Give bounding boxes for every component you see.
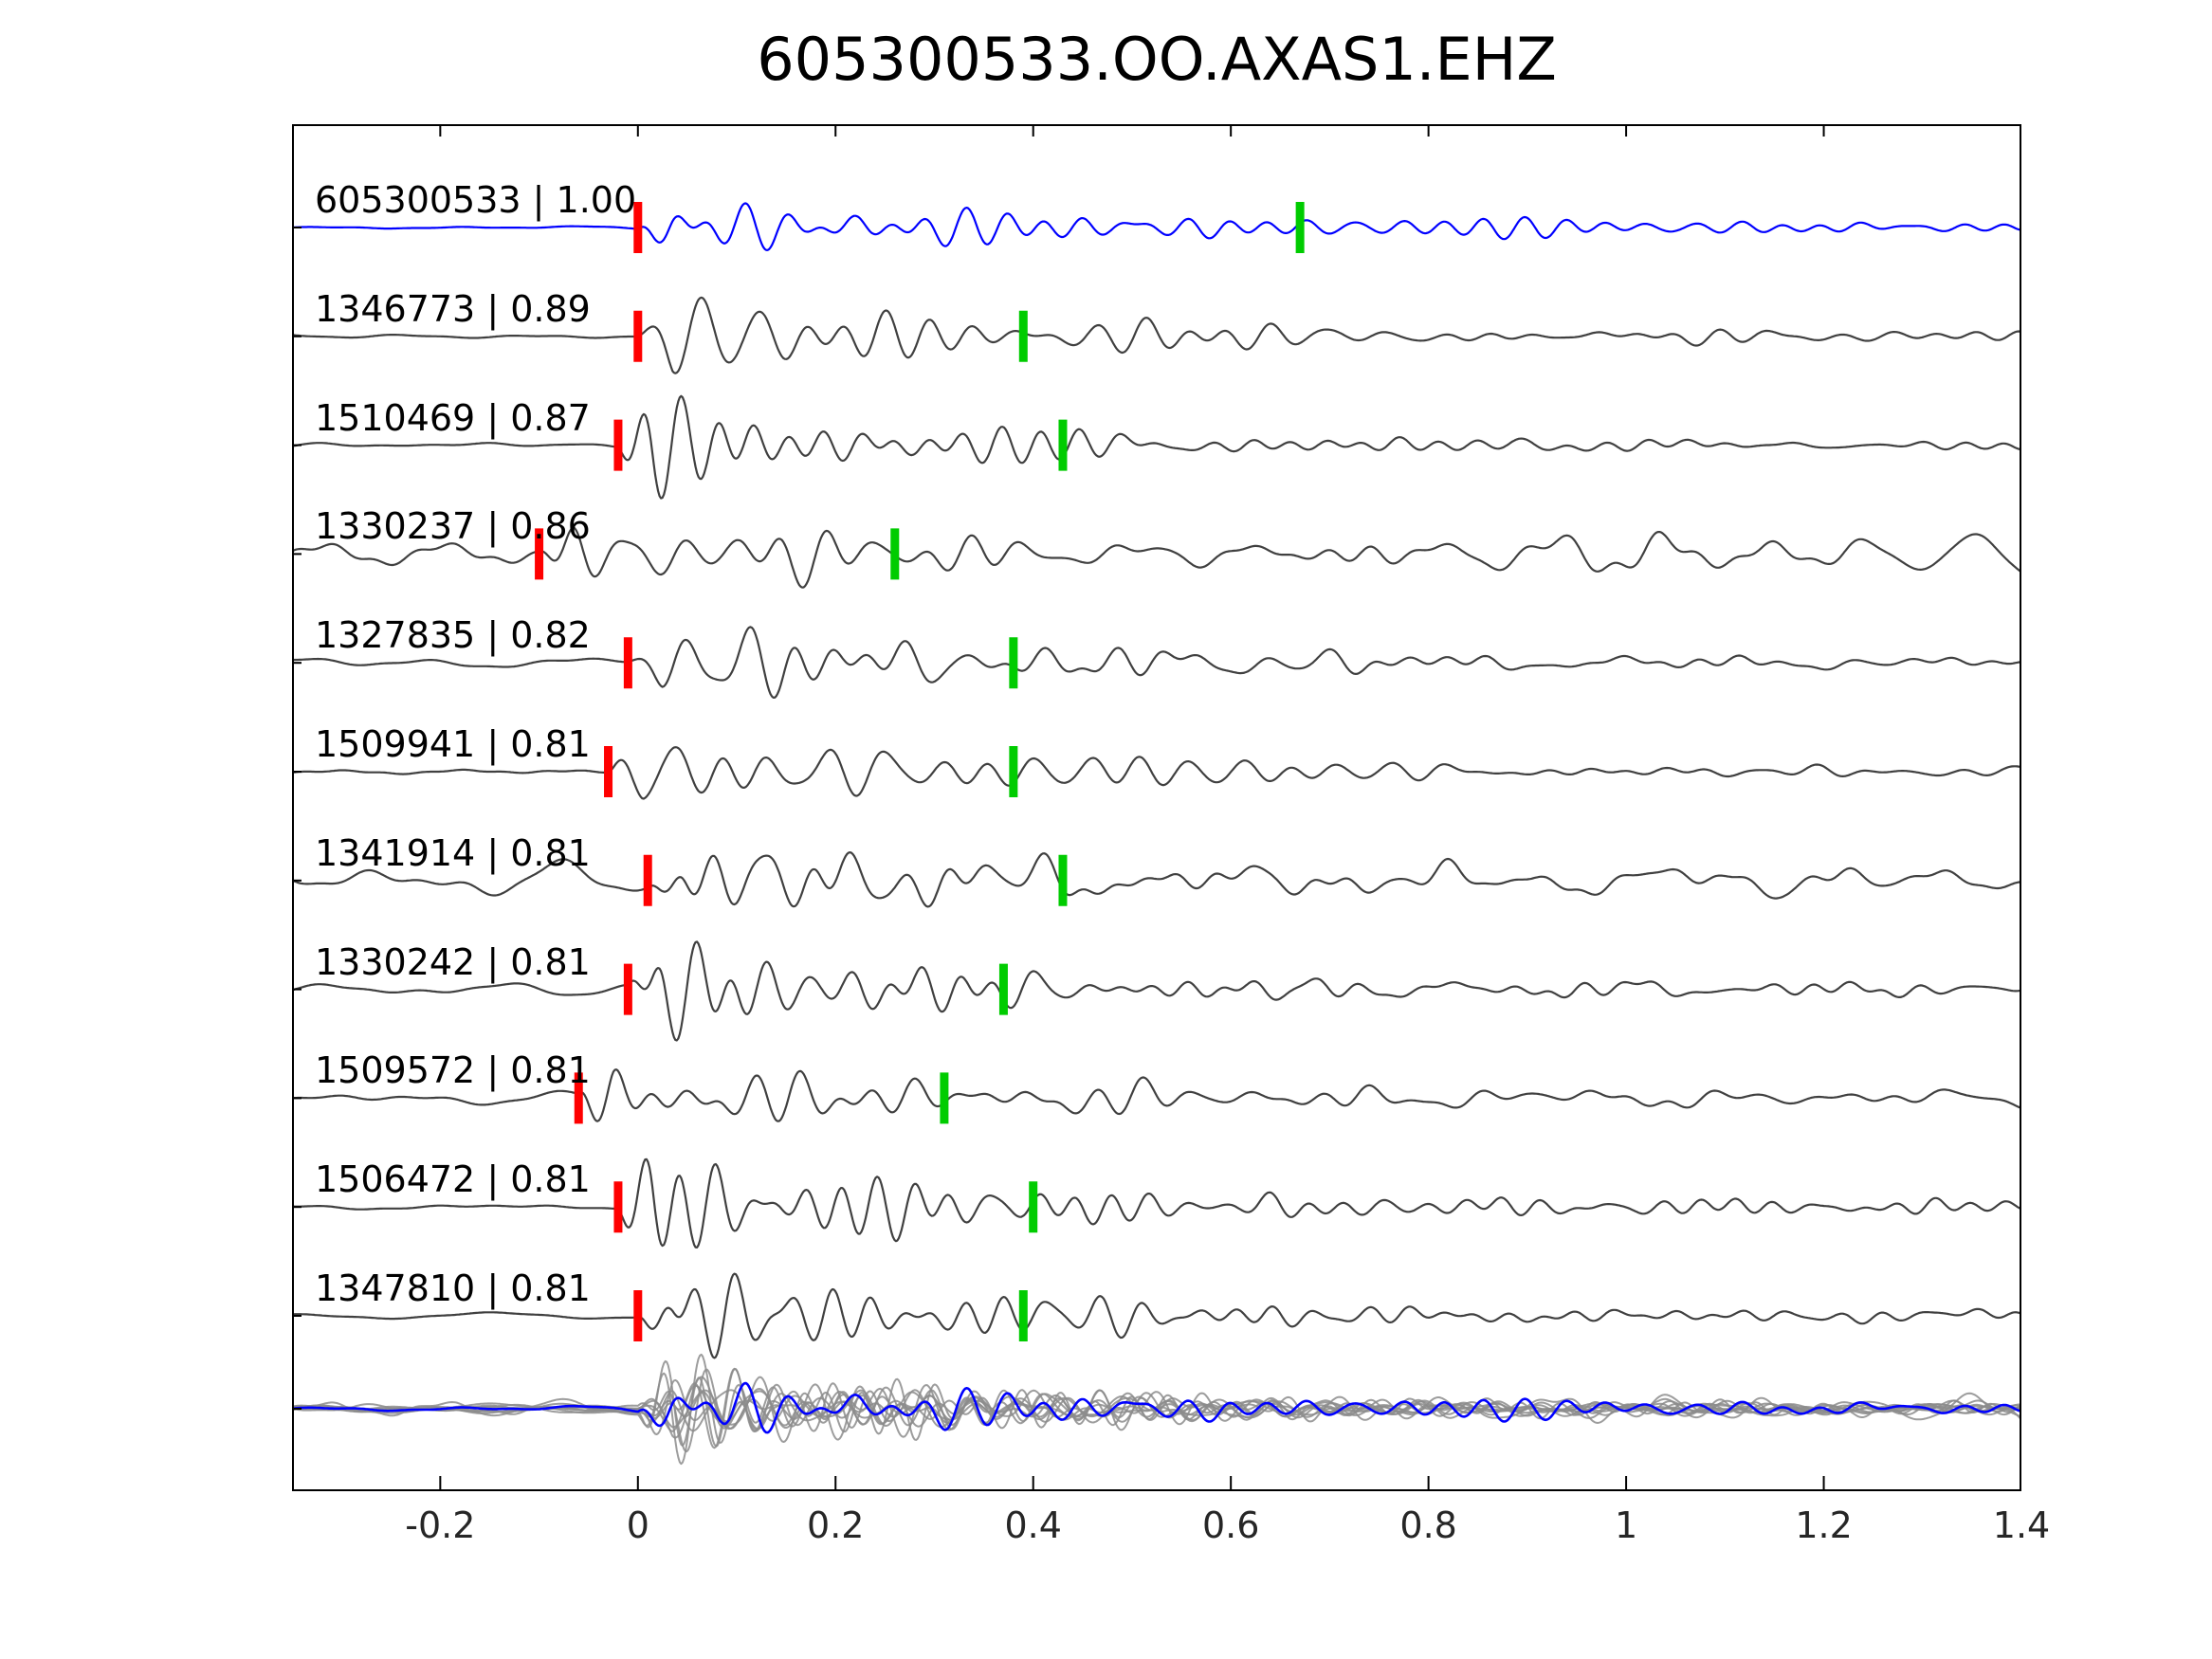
x-tick-label--0.2: -0.2 [405, 1504, 476, 1546]
x-tick-label-0.2: 0.2 [807, 1504, 865, 1546]
trace-label-1327835: 1327835 | 0.82 [315, 614, 591, 657]
chart-title: 605300533.OO.AXAS1.EHZ [757, 25, 1557, 94]
trace-label-1330237: 1330237 | 0.86 [315, 505, 591, 548]
trace-label-1510469: 1510469 | 0.87 [315, 396, 591, 439]
trace-label-1509572: 1509572 | 0.81 [315, 1049, 591, 1092]
waveform-trace-1341914 [292, 851, 2021, 908]
waveform-trace-1506472 [292, 1158, 2021, 1249]
x-tick-label-0.6: 0.6 [1201, 1504, 1260, 1546]
waveform-trace-1327835 [292, 626, 2021, 699]
waveform-trace-1347810 [292, 1272, 2021, 1359]
waveform-canvas [292, 124, 2021, 1491]
trace-label-1330242: 1330242 | 0.81 [315, 940, 591, 983]
waveform-trace-1330237 [292, 526, 2021, 589]
waveform-trace-1346773 [292, 296, 2021, 374]
waveform-trace-605300533 [292, 202, 2021, 251]
trace-label-1341914: 1341914 | 0.81 [315, 831, 591, 874]
x-tick-label-0.8: 0.8 [1399, 1504, 1457, 1546]
stack-template-trace [292, 1381, 2021, 1434]
trace-label-1506472: 1506472 | 0.81 [315, 1158, 591, 1201]
x-tick-label-0: 0 [626, 1504, 649, 1546]
plot-border [292, 124, 2021, 1491]
x-tick-label-1.2: 1.2 [1795, 1504, 1853, 1546]
trace-label-1346773: 1346773 | 0.89 [315, 287, 591, 330]
waveform-trace-1510469 [292, 394, 2021, 500]
trace-label-1509941: 1509941 | 0.81 [315, 723, 591, 765]
waveform-trace-1509941 [292, 746, 2021, 800]
trace-label-605300533: 605300533 | 1.00 [315, 179, 637, 221]
waveform-trace-1330242 [292, 940, 2021, 1042]
trace-label-1347810: 1347810 | 0.81 [315, 1267, 591, 1309]
x-tick-label-0.4: 0.4 [1004, 1504, 1062, 1546]
x-tick-label-1: 1 [1614, 1504, 1638, 1546]
x-tick-label-1.4: 1.4 [1992, 1504, 2051, 1546]
plot-area: 605300533 | 1.00 1346773 | 0.89 1510469 | … [292, 124, 2021, 1491]
